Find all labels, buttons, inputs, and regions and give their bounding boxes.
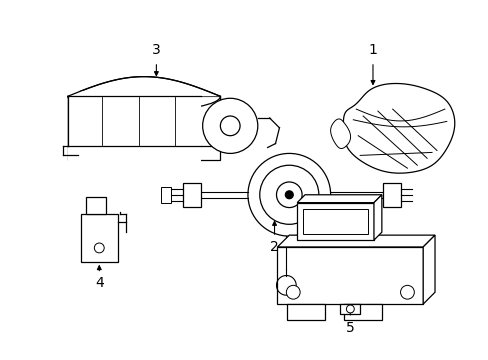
Polygon shape: [373, 195, 381, 240]
Bar: [86, 197, 106, 215]
Bar: [303, 208, 367, 234]
Bar: [297, 203, 373, 240]
Circle shape: [202, 98, 257, 153]
Polygon shape: [277, 235, 434, 247]
Bar: [68, 91, 200, 170]
Circle shape: [94, 243, 104, 253]
Circle shape: [285, 191, 293, 199]
Bar: [183, 183, 200, 207]
Polygon shape: [343, 84, 454, 173]
Circle shape: [346, 305, 353, 313]
Text: 5: 5: [345, 321, 354, 335]
Bar: [340, 304, 360, 314]
Bar: [68, 96, 220, 160]
Circle shape: [286, 285, 300, 299]
Bar: [277, 247, 422, 304]
Text: 3: 3: [152, 43, 161, 57]
Bar: [161, 187, 171, 203]
Text: 2: 2: [269, 240, 278, 254]
Polygon shape: [297, 195, 381, 203]
Bar: [382, 183, 400, 207]
Polygon shape: [422, 235, 434, 304]
Circle shape: [276, 182, 302, 208]
Bar: [344, 304, 381, 320]
Text: 4: 4: [95, 276, 103, 291]
Bar: [287, 304, 324, 320]
Circle shape: [259, 165, 318, 224]
Circle shape: [247, 153, 330, 236]
Text: 1: 1: [368, 43, 377, 57]
Circle shape: [400, 285, 413, 299]
Bar: [81, 215, 118, 262]
Polygon shape: [330, 119, 350, 148]
Circle shape: [220, 116, 240, 136]
